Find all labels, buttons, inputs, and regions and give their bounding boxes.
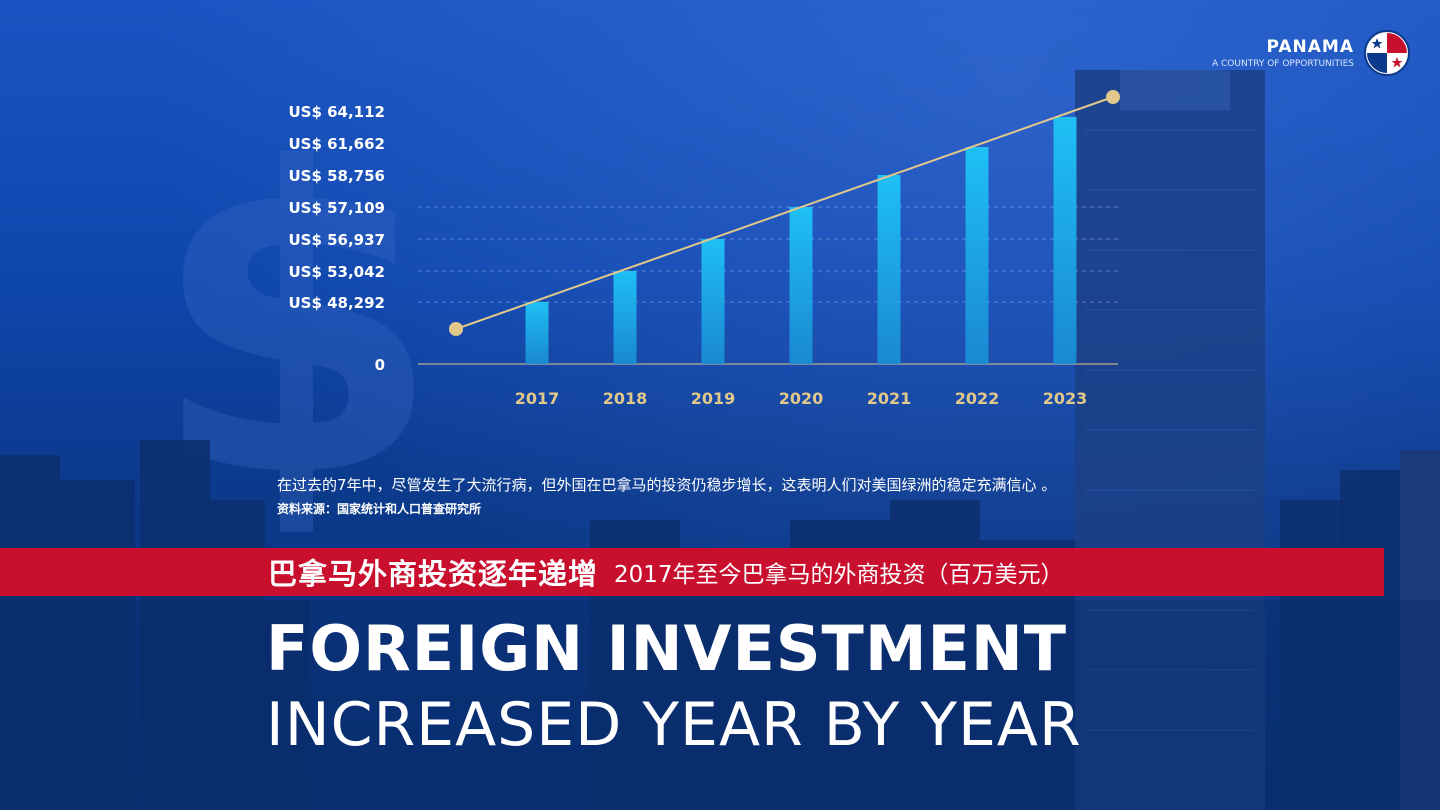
y-tick-label: US$ 61,662 xyxy=(288,135,385,153)
trend-end-point xyxy=(1106,90,1120,104)
x-tick-label: 2023 xyxy=(1043,389,1088,408)
x-tick-label: 2017 xyxy=(515,389,560,408)
bar-2017 xyxy=(525,302,549,364)
investment-bar-chart: US$ 64,112 US$ 61,662 US$ 58,756 US$ 57,109… xyxy=(288,90,1120,408)
panama-flag-icon xyxy=(1364,30,1410,76)
y-tick-label: US$ 56,937 xyxy=(288,231,385,249)
y-tick-label: US$ 57,109 xyxy=(288,199,385,217)
bar-2023 xyxy=(1053,117,1077,364)
y-tick-label: US$ 64,112 xyxy=(288,103,385,121)
x-tick-label: 2019 xyxy=(691,389,736,408)
logo-title: PANAMA xyxy=(1266,37,1354,57)
panama-logo: PANAMA A COUNTRY OF OPPORTUNITIES xyxy=(1212,30,1410,76)
bar-2021 xyxy=(877,175,901,364)
bar-2020 xyxy=(789,207,813,364)
data-source: 资料来源：国家统计和人口普查研究所 xyxy=(277,502,482,516)
headline-line2: INCREASED YEAR BY YEAR xyxy=(266,690,1082,760)
x-tick-label: 2020 xyxy=(779,389,824,408)
banner-title: 巴拿马外商投资逐年递增 xyxy=(268,557,599,591)
bar-2022 xyxy=(965,147,989,364)
chart-note: 在过去的7年中，尽管发生了大流行病，但外国在巴拿马的投资仍稳步增长，这表明人们对… xyxy=(277,476,1057,494)
y-tick-label: US$ 58,756 xyxy=(288,167,385,185)
y-tick-label: 0 xyxy=(375,356,385,374)
headline-line1: FOREIGN INVESTMENT xyxy=(266,612,1068,685)
x-tick-label: 2018 xyxy=(603,389,648,408)
red-banner: 巴拿马外商投资逐年递增 2017年至今巴拿马的外商投资（百万美元） xyxy=(0,548,1384,596)
x-tick-label: 2021 xyxy=(867,389,912,408)
trend-start-point xyxy=(449,322,463,336)
y-tick-label: US$ 53,042 xyxy=(288,263,385,281)
banner-subtitle: 2017年至今巴拿马的外商投资（百万美元） xyxy=(614,562,1064,588)
logo-subtitle: A COUNTRY OF OPPORTUNITIES xyxy=(1211,59,1354,69)
bar-2018 xyxy=(613,271,637,364)
trend-line xyxy=(455,96,1114,330)
y-tick-label: US$ 48,292 xyxy=(288,294,385,312)
bar-2019 xyxy=(701,239,725,364)
x-tick-label: 2022 xyxy=(955,389,1000,408)
